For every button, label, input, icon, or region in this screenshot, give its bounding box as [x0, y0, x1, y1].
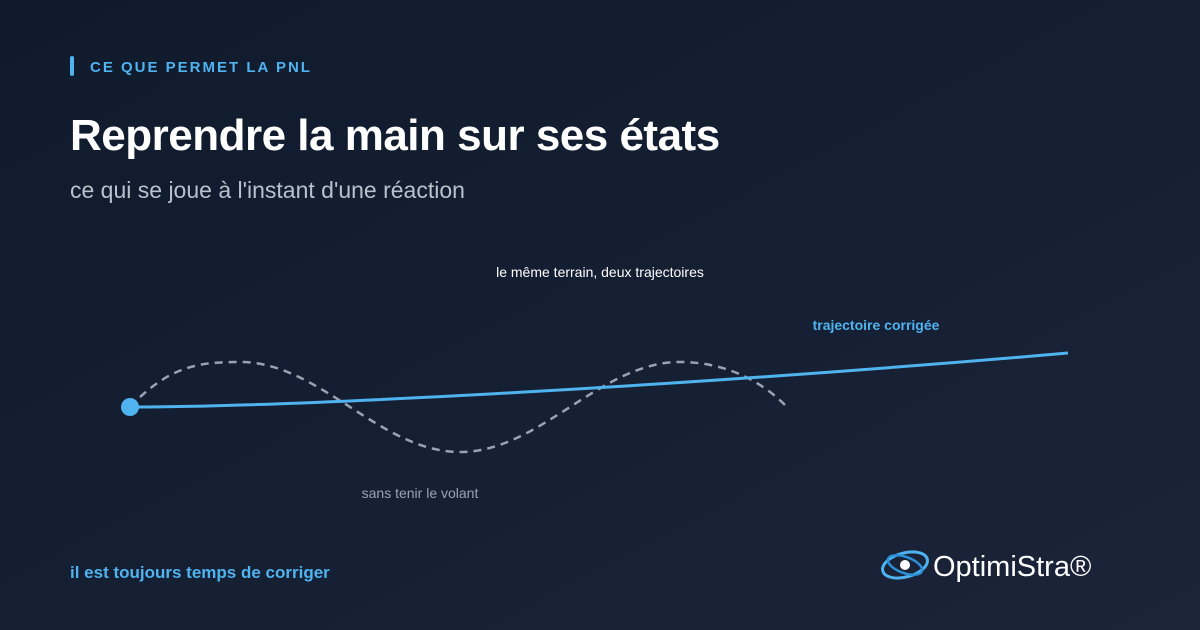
corrected-path	[129, 351, 1069, 409]
brand-logo	[881, 550, 929, 580]
uncorrected-path	[129, 360, 786, 454]
diagram-caption: le même terrain, deux trajectoires	[496, 264, 704, 280]
corrected-label: trajectoire corrigée	[813, 317, 940, 333]
uncorrected-label: sans tenir le volant	[362, 485, 479, 501]
tagline: il est toujours temps de corriger	[70, 563, 330, 582]
subtitle: ce qui se joue à l'instant d'une réactio…	[70, 177, 465, 203]
eyebrow-bar	[70, 56, 74, 76]
brand-name: OptimiStra®	[933, 551, 1091, 583]
title: Reprendre la main sur ses états	[70, 111, 720, 160]
start-point	[121, 398, 139, 416]
eyebrow: CE QUE PERMET LA PNL	[90, 59, 312, 76]
